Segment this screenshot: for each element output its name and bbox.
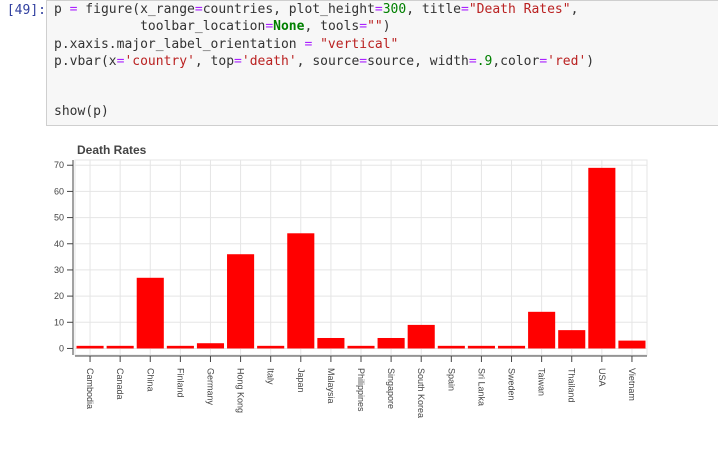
code-token: =	[69, 2, 78, 17]
code-token: "vertical"	[320, 37, 399, 52]
bar	[528, 311, 556, 349]
bar	[106, 345, 134, 349]
code-token: , top	[194, 54, 235, 69]
bar	[437, 345, 465, 349]
x-tick-label: Italy	[266, 368, 276, 385]
code-token: =	[468, 54, 477, 69]
code-token: =	[116, 54, 125, 69]
code-token: toolbar_location	[54, 19, 266, 34]
x-tick-label: South Korea	[416, 368, 426, 418]
x-tick-label: Taiwan	[537, 368, 547, 396]
bar	[558, 330, 586, 349]
y-tick-label: 10	[54, 317, 64, 327]
code-token: ,color	[492, 54, 540, 69]
code-token: )	[586, 54, 595, 69]
y-tick-label: 50	[54, 213, 64, 223]
bar	[377, 337, 405, 349]
bar	[76, 345, 104, 349]
code-line: p.xaxis.major_label_orientation = "verti…	[54, 37, 398, 52]
bar	[227, 254, 255, 349]
code-token: 'red'	[547, 54, 587, 69]
x-tick-label: China	[145, 368, 155, 392]
x-tick-label: USA	[597, 368, 607, 387]
code-token: figure(x_range	[77, 2, 195, 17]
code-token: )	[382, 19, 391, 34]
code-cell-input[interactable]: p = figure(x_range=countries, plot_heigh…	[46, 0, 718, 126]
code-token: p.vbar(x	[54, 54, 117, 69]
y-tick-label: 0	[59, 343, 64, 353]
bar	[196, 343, 225, 349]
code-token: =	[304, 37, 313, 52]
code-token: =	[194, 2, 203, 17]
y-tick-label: 60	[54, 186, 64, 196]
code-token: =	[265, 19, 274, 34]
cell-prompt: [49]:	[6, 3, 46, 18]
y-tick-label: 30	[54, 265, 64, 275]
y-tick-label: 40	[54, 239, 64, 249]
x-tick-label: Thailand	[567, 368, 577, 403]
code-token: ""	[367, 19, 383, 34]
x-tick-label: Germany	[205, 368, 215, 406]
bar	[317, 337, 345, 349]
code-token: None	[273, 19, 305, 34]
code-token: =	[234, 54, 242, 69]
code-token: .9	[476, 54, 493, 69]
bar	[347, 345, 375, 349]
code-line: toolbar_location=None, tools="")	[54, 19, 391, 34]
code-token: 'country'	[124, 54, 195, 69]
x-tick-label: Sweden	[507, 368, 517, 401]
bar	[618, 340, 646, 349]
x-tick-label: Singapore	[386, 368, 396, 409]
code-token: , source	[296, 54, 360, 69]
code-token: =	[359, 19, 368, 34]
bar	[136, 277, 164, 349]
x-tick-label: Canada	[115, 368, 125, 400]
code-line: p = figure(x_range=countries, plot_heigh…	[54, 2, 578, 17]
y-tick-label: 70	[54, 160, 64, 170]
code-token: p	[54, 2, 70, 17]
y-tick-label: 20	[54, 291, 64, 301]
code-token: source, width	[367, 54, 469, 69]
bar	[166, 345, 194, 349]
code-token: =	[461, 2, 469, 17]
x-tick-label: Philippines	[356, 368, 366, 412]
code-token: , tools	[304, 19, 360, 34]
bar	[407, 324, 435, 349]
code-token: 'death'	[241, 54, 297, 69]
code-token: 300	[382, 2, 407, 17]
code-token: show(p)	[54, 104, 109, 119]
x-tick-label: Cambodia	[85, 368, 95, 409]
code-token: =	[539, 54, 548, 69]
x-tick-label: Sri Lanka	[476, 368, 486, 406]
bar	[497, 345, 526, 349]
chart-title: Death Rates	[77, 143, 147, 157]
code-token: =	[374, 2, 383, 17]
bar	[467, 345, 495, 349]
x-tick-label: Hong Kong	[236, 368, 246, 413]
bar	[588, 167, 616, 349]
code-token: =	[359, 54, 368, 69]
code-token: , title	[406, 2, 462, 17]
code-token: p.xaxis.major_label_orientation	[54, 37, 305, 52]
x-tick-label: Spain	[446, 368, 456, 391]
code-line: show(p)	[54, 104, 109, 119]
code-line: p.vbar(x='country', top='death', source=…	[54, 54, 594, 69]
code-token: "Death Rates"	[468, 2, 571, 17]
bar	[287, 233, 315, 349]
bar	[257, 345, 285, 349]
x-tick-label: Malaysia	[326, 368, 336, 404]
x-tick-label: Japan	[296, 368, 306, 393]
x-tick-label: Vietnam	[627, 368, 637, 401]
code-token: countries, plot_height	[202, 2, 375, 17]
code-token: ,	[570, 2, 579, 17]
x-tick-label: Finland	[175, 368, 185, 398]
